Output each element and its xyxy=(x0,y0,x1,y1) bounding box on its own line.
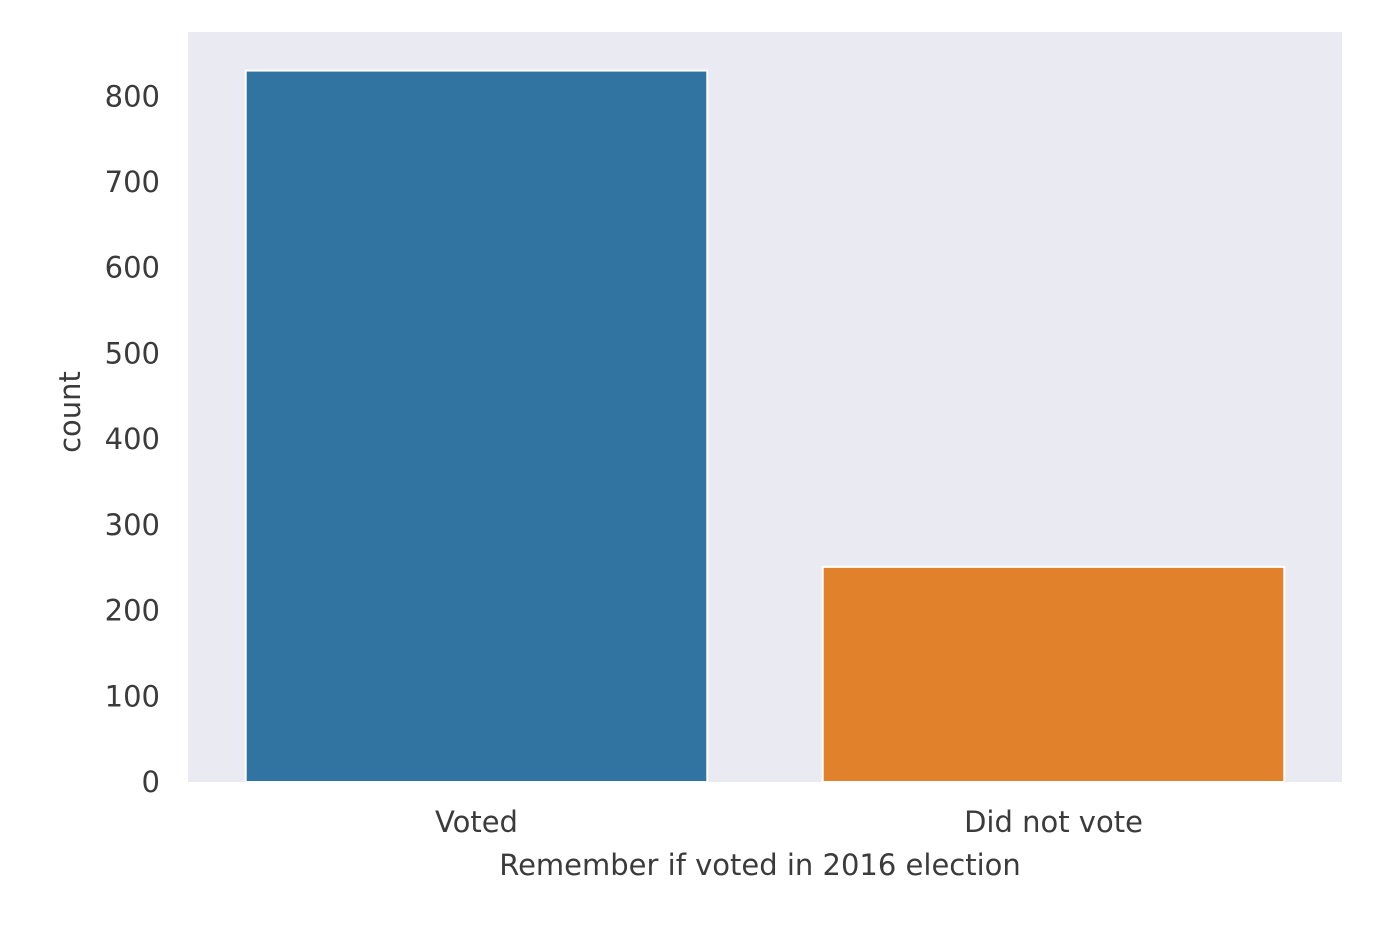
y-tick-label: 800 xyxy=(105,79,160,113)
bar-voted xyxy=(244,69,709,784)
bars-group xyxy=(244,69,1286,784)
y-tick-label: 100 xyxy=(105,679,160,713)
y-tick-label: 700 xyxy=(105,165,160,199)
y-tick-labels: 0 100 200 300 400 500 600 700 800 xyxy=(105,79,160,799)
bar-did-not-vote xyxy=(821,565,1286,783)
x-tick-label: Did not vote xyxy=(964,805,1143,839)
y-tick-label: 400 xyxy=(105,422,160,456)
y-tick-label: 500 xyxy=(105,336,160,370)
x-axis-label: Remember if voted in 2016 election xyxy=(499,848,1021,882)
y-tick-label: 300 xyxy=(105,508,160,542)
x-tick-labels: Voted Did not vote xyxy=(435,805,1143,839)
x-tick-label: Voted xyxy=(435,805,518,839)
y-axis-label: count xyxy=(53,371,87,453)
y-tick-label: 600 xyxy=(105,251,160,285)
y-tick-label: 200 xyxy=(105,594,160,628)
y-tick-label: 0 xyxy=(142,765,160,799)
